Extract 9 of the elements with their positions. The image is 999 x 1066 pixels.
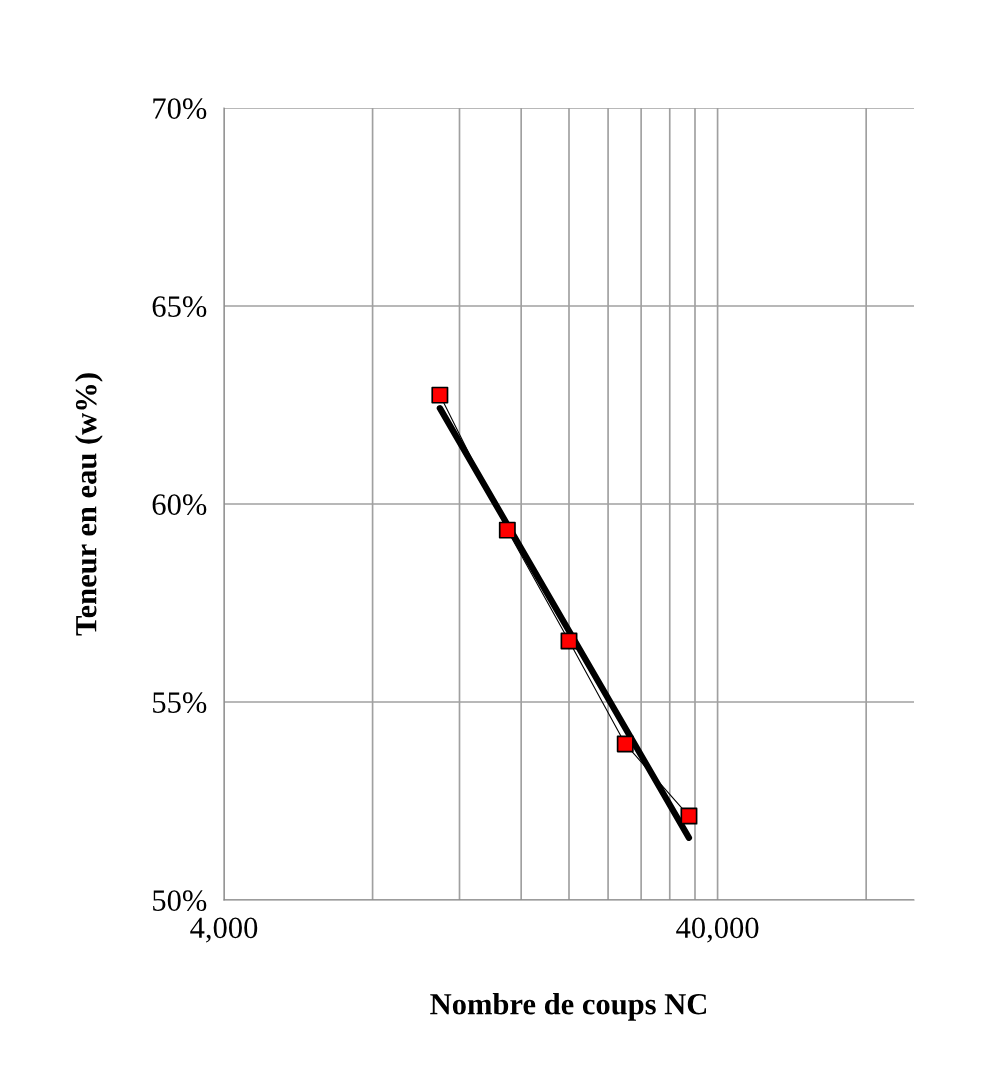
y-tick-label: 70% xyxy=(153,98,207,119)
y-tick-label: 55% xyxy=(153,692,207,713)
y-tick-label: 60% xyxy=(152,494,207,515)
x-axis-title: Nombre de coups NC xyxy=(430,992,707,1021)
y-tick-label: 65% xyxy=(152,296,207,317)
y-axis-title: Teneur en eau (w%) xyxy=(75,373,103,636)
x-tick-label: 40,000 xyxy=(676,917,759,943)
y-tick-label: 50% xyxy=(153,890,207,911)
x-tick-label: 4,000 xyxy=(190,917,258,943)
